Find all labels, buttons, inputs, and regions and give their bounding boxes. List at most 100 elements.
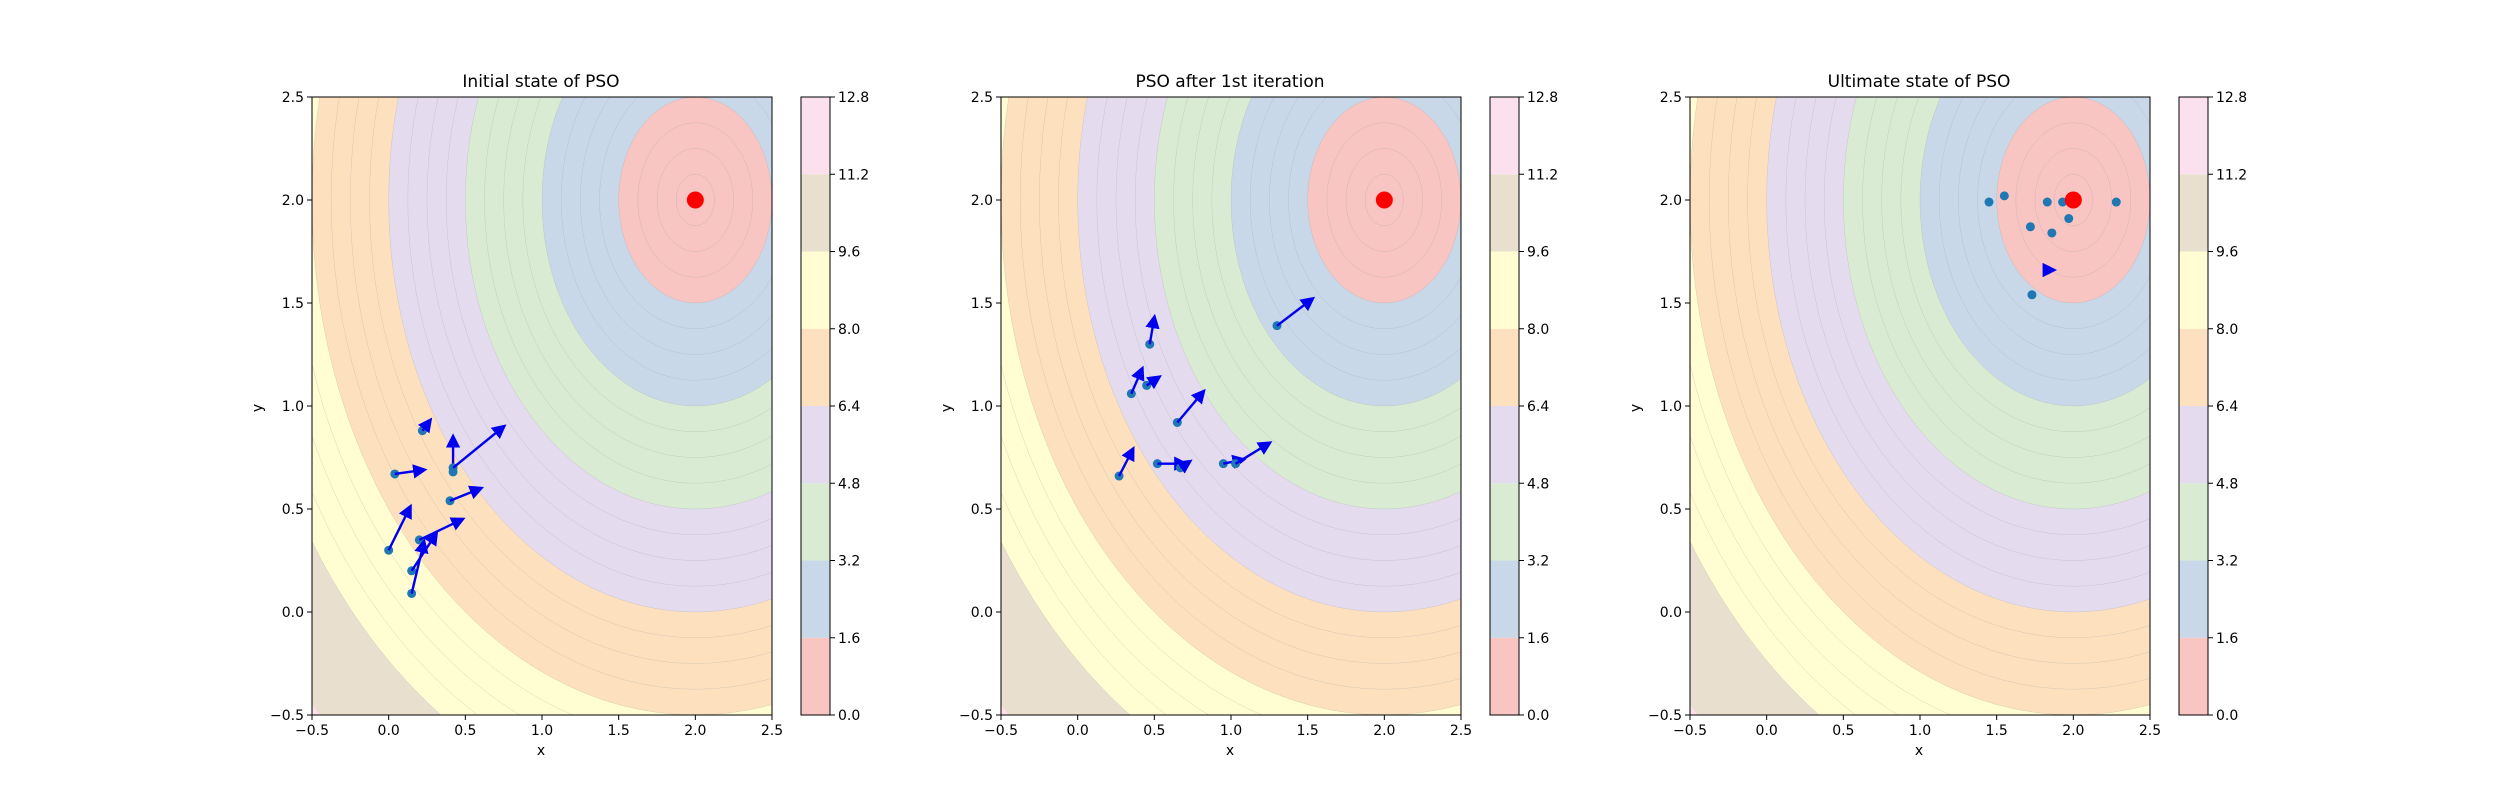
contour-line <box>1115 97 1461 561</box>
contour-plot <box>312 97 772 715</box>
x-tick-label: 0.5 <box>454 723 476 739</box>
y-tick-label: 2.5 <box>1660 90 1682 106</box>
velocity-arrow <box>417 417 433 434</box>
y-tick-label: 1.5 <box>282 296 304 312</box>
contour-line <box>2053 174 2093 226</box>
colorbar-tick-label: 9.6 <box>838 245 860 261</box>
x-tick-label: 2.5 <box>1450 723 1472 739</box>
colorbar-tick-label: 0.0 <box>1527 708 1549 724</box>
x-tick-label: −0.5 <box>984 723 1018 739</box>
x-tick-label: 2.0 <box>2062 723 2084 739</box>
colorbar-band <box>801 251 830 329</box>
x-tick-label: −0.5 <box>295 723 329 739</box>
contour-line <box>426 97 772 561</box>
contour-line <box>1192 97 1461 458</box>
x-tick-label: 1.0 <box>531 723 553 739</box>
x-tick-label: 0.0 <box>1756 723 1778 739</box>
contour-line <box>1039 97 1461 664</box>
contour-plot <box>1690 97 2150 715</box>
velocity-arrow <box>1276 296 1316 327</box>
colorbar-tick-label: 6.4 <box>2216 399 2238 415</box>
colorbar-tick-label: 9.6 <box>2216 245 2238 261</box>
contour-line <box>2034 148 2112 252</box>
colorbar-band <box>2179 328 2208 406</box>
x-tick-label: 0.5 <box>1832 723 1854 739</box>
y-tick-label: 1.0 <box>971 399 993 415</box>
contour-line <box>1020 97 1461 690</box>
panel-iteration-1: PSO after 1st iteration x y <box>939 72 1325 759</box>
colorbar-tick-label: 8.0 <box>1527 322 1549 338</box>
y-axis-label: y <box>939 404 955 412</box>
x-axis-label: x <box>1915 743 1923 759</box>
colorbar-tick-label: 0.0 <box>838 708 860 724</box>
contour-line <box>1881 97 2150 458</box>
contour-line <box>1728 97 2150 664</box>
contour-line <box>1288 97 1461 329</box>
colorbar-tick-label: 8.0 <box>838 322 860 338</box>
colorbar-band <box>801 560 830 638</box>
y-tick-label: 1.5 <box>971 296 993 312</box>
contour-line <box>331 97 772 690</box>
contour-line <box>1364 174 1404 226</box>
x-tick-label: 2.0 <box>684 723 706 739</box>
contour-line <box>1766 97 2150 613</box>
x-axis-label: x <box>1226 743 1234 759</box>
particle <box>2042 197 2052 207</box>
contour-line <box>1173 97 1461 484</box>
contour-line <box>350 97 772 664</box>
contour-line <box>675 174 715 226</box>
y-axis-label: y <box>1628 404 1644 412</box>
contour-line <box>1709 97 2150 690</box>
colorbar-band <box>1490 560 1519 638</box>
panel-ultimate: Ultimate state of PSO x y <box>1628 72 2010 759</box>
panel-title: Initial state of PSO <box>462 72 619 92</box>
y-tick-label: −0.5 <box>959 708 993 724</box>
y-tick-label: 2.5 <box>971 90 993 106</box>
particle <box>2111 197 2121 207</box>
colorbar-band <box>1490 483 1519 561</box>
contour-line <box>1919 97 2150 407</box>
x-tick-label: −0.5 <box>1673 723 1707 739</box>
colorbar-tick-label: 4.8 <box>1527 476 1549 492</box>
contour-line <box>484 97 772 484</box>
velocity-arrow <box>1145 313 1160 345</box>
velocity-arrow <box>1145 375 1162 390</box>
y-tick-label: 0.5 <box>1660 502 1682 518</box>
colorbar-band <box>1490 637 1519 715</box>
velocity-arrow <box>449 485 485 502</box>
velocity-arrow <box>1117 446 1135 477</box>
velocity-arrow <box>410 538 429 594</box>
contour-line <box>1096 97 1461 587</box>
contour-plot <box>1001 97 1461 715</box>
velocity-arrow <box>387 503 412 551</box>
colorbar-tick-label: 3.2 <box>2216 554 2238 570</box>
contour-line <box>1900 97 2150 432</box>
x-axis-label: x <box>537 743 545 759</box>
contour-line <box>465 97 772 510</box>
x-tick-label: 1.0 <box>1909 723 1931 739</box>
contour-line <box>1939 97 2150 381</box>
velocity-arrow <box>452 424 507 469</box>
colorbar-band <box>2179 174 2208 252</box>
velocity-arrow <box>1176 459 1193 474</box>
contour-line <box>1958 97 2150 355</box>
colorbar-tick-label: 12.8 <box>1527 90 1558 106</box>
contour-line <box>656 148 734 252</box>
contour-line <box>2015 122 2132 278</box>
y-tick-label: −0.5 <box>270 708 304 724</box>
x-tick-label: 2.5 <box>761 723 783 739</box>
y-tick-label: 2.0 <box>971 193 993 209</box>
contour-line <box>1230 97 1461 407</box>
x-tick-label: 1.5 <box>608 723 630 739</box>
particle <box>2064 214 2074 224</box>
colorbar-band <box>2179 560 2208 638</box>
y-axis-label: y <box>250 404 266 412</box>
contour-line <box>1154 97 1461 510</box>
velocity-arrow <box>1234 441 1273 465</box>
x-tick-label: 2.0 <box>1373 723 1395 739</box>
colorbar-band <box>801 328 830 406</box>
y-tick-label: 1.0 <box>282 399 304 415</box>
velocity-arrow <box>1130 365 1145 395</box>
colorbar-band <box>1490 251 1519 329</box>
